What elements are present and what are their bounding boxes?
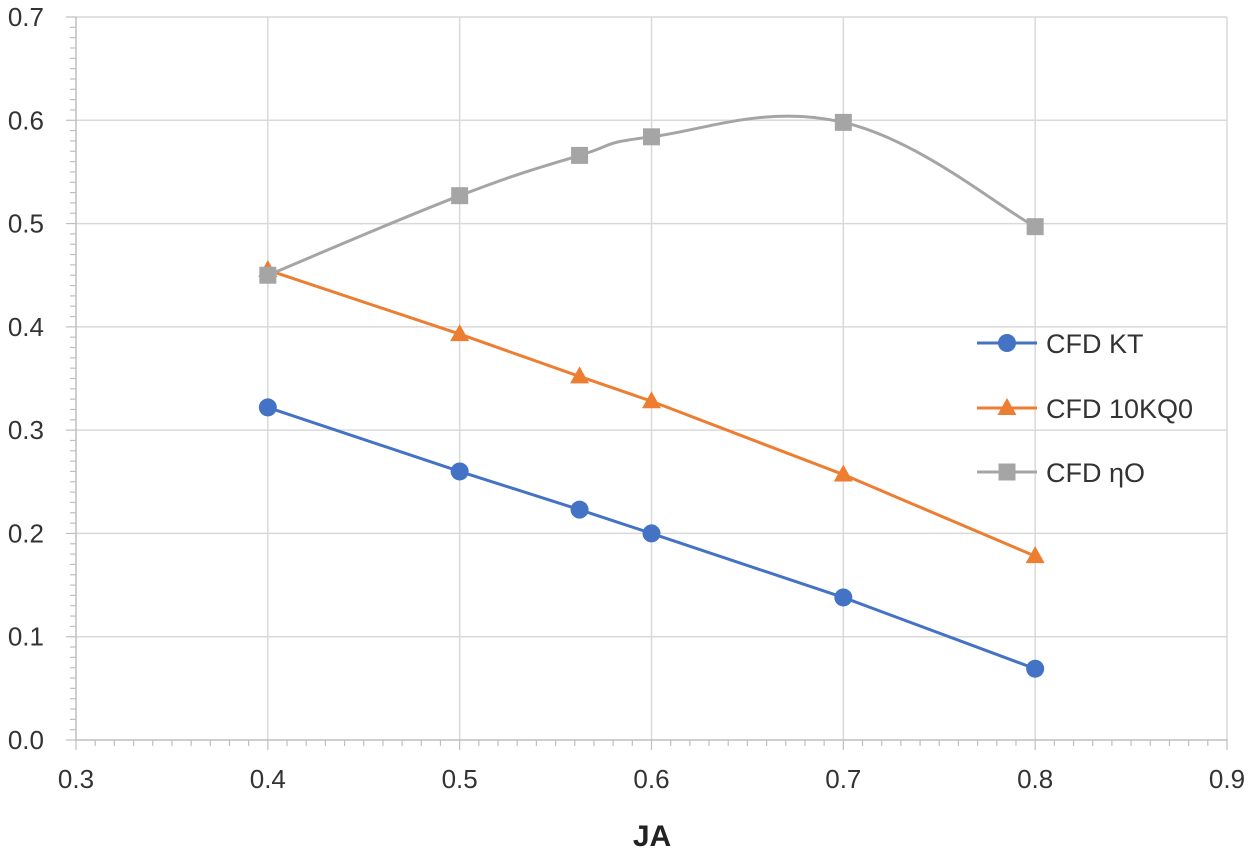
y-tick-label: 0.3 [8,415,44,445]
legend-item-3: CFD ηO [977,458,1145,488]
x-tick-label: 0.5 [442,764,478,794]
x-tick-label: 0.7 [825,764,861,794]
minor-ticks [66,16,1228,750]
data-point [570,366,590,384]
x-tick-label: 0.4 [250,764,286,794]
legend-item-2: CFD 10KQ0 [977,394,1193,424]
y-tick-label: 0.1 [8,622,44,652]
data-point [1026,659,1045,678]
series-line [267,405,1036,671]
x-tick-label: 0.3 [58,764,94,794]
series-line [267,268,1036,558]
y-tick-label: 0.4 [8,312,44,342]
data-point [642,524,661,543]
series-line [267,114,1036,277]
series-3 [259,113,1044,284]
data-point [451,187,469,205]
y-tick-label: 0.2 [8,518,44,548]
x-tick-label: 0.9 [1209,764,1245,794]
y-tick-label: 0.0 [8,725,44,755]
axes [75,17,1227,741]
data-point [259,266,277,284]
grid-lines [76,16,1228,740]
data-point [834,113,852,131]
legend-swatch-marker [997,398,1017,415]
data-point [643,128,660,146]
legend-item-1: CFD KT [977,329,1144,359]
data-point [642,391,661,409]
series-1 [258,398,1045,678]
data-point [450,462,469,481]
data-point [450,324,470,342]
legend-swatch-marker [998,334,1016,352]
x-axis-title: JA [633,820,671,853]
data-point [570,500,589,519]
legend-label: CFD KT [1046,329,1144,359]
data-point [833,464,853,482]
x-tick-label: 0.6 [633,764,669,794]
y-tick-label: 0.7 [8,2,44,32]
legend-swatch-marker [998,463,1016,481]
data-point [834,588,853,607]
legend-label: CFD 10KQ0 [1046,394,1193,424]
x-tick-label: 0.8 [1017,764,1053,794]
tick-labels: 0.0 0.1 0.2 0.3 0.4 0.5 0.6 0.7 0.3 0.4 0.5 0.6 0.7 0… [8,2,1245,794]
series-group [258,113,1045,678]
legend: CFD KT CFD 10KQ0 CFD ηO [977,329,1193,488]
data-point [1026,218,1044,236]
data-point [258,398,277,417]
y-tick-label: 0.5 [8,209,44,239]
data-point [1025,546,1045,564]
data-point [571,146,589,164]
legend-label: CFD ηO [1046,458,1145,488]
y-tick-label: 0.6 [8,105,44,135]
